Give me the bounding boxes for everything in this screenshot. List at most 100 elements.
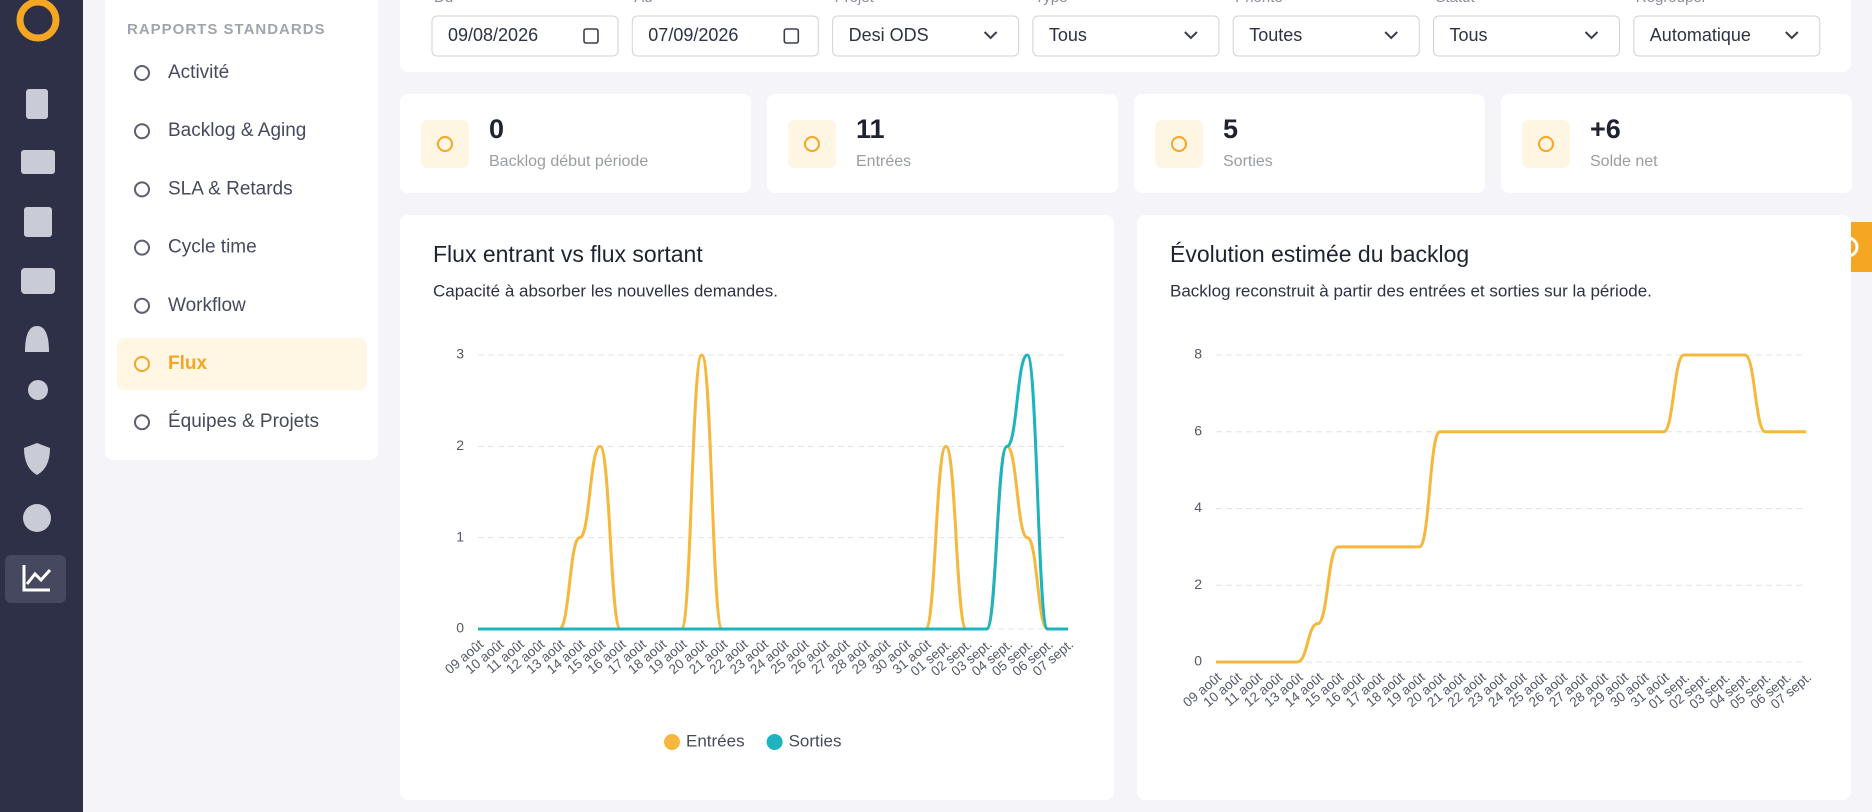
kpi-label: Solde net bbox=[1590, 153, 1658, 170]
nav-icon bbox=[134, 123, 150, 140]
sidebar-icons bbox=[21, 89, 55, 532]
filter-value: Tous bbox=[1450, 25, 1488, 45]
icon-shield[interactable] bbox=[24, 443, 50, 475]
legend-label[interactable]: Entrées bbox=[686, 731, 745, 750]
kpi-value: 0 bbox=[489, 114, 504, 144]
kpi-icon-box bbox=[1155, 120, 1203, 168]
y-tick-label: 0 bbox=[1194, 653, 1202, 669]
nav-card bbox=[105, 0, 378, 460]
kpi-icon bbox=[1171, 136, 1187, 152]
icon-org[interactable] bbox=[21, 150, 55, 174]
nav-icon bbox=[134, 297, 150, 314]
y-tick-label: 0 bbox=[456, 620, 464, 636]
filter-label: Statut bbox=[1436, 0, 1476, 6]
nav-active bbox=[117, 338, 367, 390]
y-tick-label: 6 bbox=[1194, 422, 1202, 438]
chevron-icon bbox=[983, 31, 998, 40]
filter-value: 09/08/2026 bbox=[448, 25, 538, 45]
y-tick-label: 8 bbox=[1194, 346, 1202, 362]
filter-label: Priorité bbox=[1235, 0, 1283, 6]
chart-title: Flux entrant vs flux sortant bbox=[433, 241, 703, 267]
filter-input[interactable] bbox=[631, 15, 819, 57]
icon-case[interactable] bbox=[21, 268, 55, 294]
kpi-label: Sorties bbox=[1223, 153, 1273, 170]
nav-icon bbox=[134, 239, 150, 256]
chart-card bbox=[1137, 215, 1851, 800]
y-tick-label: 2 bbox=[1194, 576, 1202, 592]
icon-settings[interactable] bbox=[23, 504, 51, 532]
filter-input[interactable] bbox=[1633, 15, 1821, 57]
icon-doc[interactable] bbox=[26, 89, 48, 119]
filter-input[interactable] bbox=[1232, 15, 1420, 57]
logo bbox=[16, 0, 60, 42]
chart-card bbox=[400, 215, 1114, 800]
kpi-card bbox=[1501, 94, 1852, 193]
kpi-card bbox=[1134, 94, 1485, 193]
chevron-icon bbox=[1184, 31, 1198, 40]
kpi-icon-box bbox=[788, 120, 836, 168]
nav-item[interactable]: Cycle time bbox=[168, 237, 257, 258]
nav-item[interactable]: Équipes & Projets bbox=[168, 411, 319, 432]
kpi-label: Entrées bbox=[856, 153, 911, 170]
nav-item[interactable]: Workflow bbox=[168, 295, 246, 316]
chart-title: Évolution estimée du backlog bbox=[1170, 241, 1469, 267]
nav-icon bbox=[134, 65, 150, 81]
icon-chart[interactable] bbox=[22, 565, 52, 592]
kpi-card bbox=[400, 94, 751, 193]
active-sidebar bbox=[5, 555, 66, 603]
filter-value: Tous bbox=[1049, 25, 1087, 45]
chevron-icon bbox=[1584, 31, 1599, 40]
calendar-icon bbox=[583, 28, 599, 44]
nav-icon bbox=[134, 356, 150, 372]
chevron-icon bbox=[1785, 31, 1799, 40]
series-line bbox=[478, 353, 1068, 631]
chart-subtitle: Backlog reconstruit à partir des entrées… bbox=[1170, 281, 1652, 300]
nav-icon bbox=[134, 414, 150, 431]
filter-label: Au bbox=[634, 0, 652, 6]
icon-edit[interactable] bbox=[24, 207, 52, 237]
filter-label: Projet bbox=[835, 0, 875, 6]
filter-value: Automatique bbox=[1650, 25, 1751, 45]
nav-item[interactable]: Activité bbox=[168, 62, 229, 83]
kpi-label: Backlog début période bbox=[489, 153, 648, 170]
nav-item[interactable]: Backlog & Aging bbox=[168, 120, 306, 141]
y-tick-label: 1 bbox=[456, 528, 464, 544]
filter-input[interactable] bbox=[832, 15, 1020, 57]
filter-label: Regrouper bbox=[1636, 0, 1707, 6]
icon-bell[interactable] bbox=[25, 326, 49, 352]
kpi-icon bbox=[1538, 136, 1554, 152]
y-tick-label: 4 bbox=[1194, 499, 1202, 515]
filter-value: Desi ODS bbox=[849, 25, 929, 45]
legend-swatch bbox=[664, 734, 680, 750]
filter-input[interactable] bbox=[431, 15, 619, 57]
kpi-icon-box bbox=[421, 120, 469, 168]
kpi-card bbox=[767, 94, 1118, 193]
icon-team[interactable] bbox=[28, 380, 48, 400]
filter-input[interactable] bbox=[1032, 15, 1220, 57]
kpi-value: 11 bbox=[856, 114, 885, 144]
filter-label: Du bbox=[434, 0, 453, 6]
kpi-value: 5 bbox=[1223, 114, 1238, 144]
filter-value: 07/09/2026 bbox=[648, 25, 738, 45]
series-line bbox=[1216, 353, 1806, 664]
y-tick-label: 2 bbox=[456, 437, 464, 453]
chevron-icon bbox=[1384, 31, 1398, 40]
legend-swatch bbox=[766, 734, 783, 750]
calendar-icon bbox=[783, 28, 800, 44]
nav-item[interactable]: SLA & Retards bbox=[168, 178, 293, 199]
kpi-icon bbox=[804, 136, 820, 152]
filter-label: Type bbox=[1035, 0, 1068, 6]
nav-icon bbox=[134, 181, 150, 198]
kpi-icon bbox=[437, 136, 453, 152]
nav-item[interactable]: Flux bbox=[168, 353, 207, 374]
chart-subtitle: Capacité à absorber les nouvelles demand… bbox=[433, 281, 778, 300]
filter-input[interactable] bbox=[1433, 15, 1620, 57]
sidebar bbox=[0, 0, 83, 812]
filter-value: Toutes bbox=[1249, 25, 1302, 45]
kpi-icon-box bbox=[1522, 120, 1570, 168]
y-tick-label: 3 bbox=[456, 346, 464, 362]
kpi-value: +6 bbox=[1590, 114, 1621, 144]
nav-heading: RAPPORTS STANDARDS bbox=[127, 21, 326, 38]
legend-label[interactable]: Sorties bbox=[789, 731, 842, 750]
